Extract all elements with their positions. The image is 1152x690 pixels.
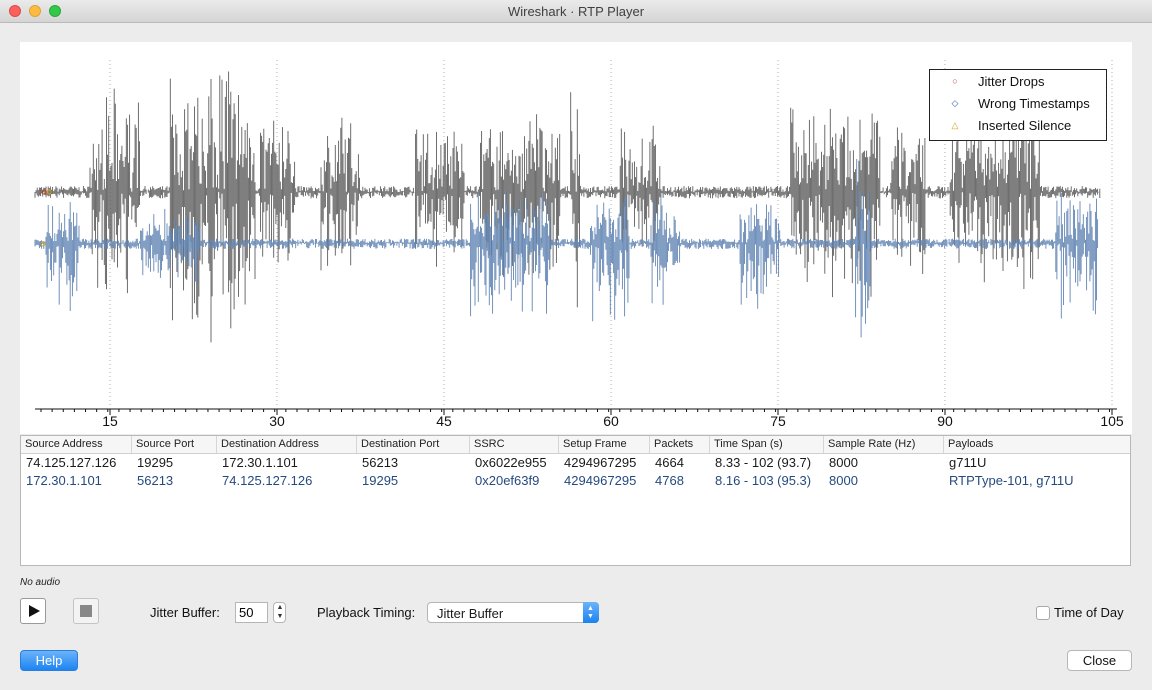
x-tick-label: 105 (1100, 413, 1124, 429)
minimize-window-icon[interactable] (29, 5, 41, 17)
column-header-ssrc[interactable]: SSRC (470, 436, 559, 453)
cell-payloads: g711U (949, 455, 987, 470)
jitter-buffer-stepper[interactable]: ▲ ▼ (273, 602, 286, 623)
close-window-icon[interactable] (9, 5, 21, 17)
jitter-drops-marker-icon: ○ (952, 76, 958, 86)
column-header-payloads[interactable]: Payloads (948, 438, 994, 450)
column-header-setup-frame[interactable]: Setup Frame (559, 436, 650, 453)
close-button[interactable]: Close (1067, 650, 1132, 671)
column-header-destination-address[interactable]: Destination Address (217, 436, 357, 453)
cell-sample-rate: 8000 (829, 455, 858, 470)
column-header-time-span[interactable]: Time Span (s) (710, 436, 824, 453)
cell-time-span: 8.16 - 103 (95.3) (715, 473, 812, 488)
title-bar: Wireshark · RTP Player (0, 0, 1152, 23)
window-title: Wireshark · RTP Player (507, 4, 645, 19)
x-tick-label: 60 (603, 413, 619, 429)
legend-item-inserted-silence: △ Inserted Silence (930, 116, 1106, 136)
cell-source-address: 74.125.127.126 (26, 455, 117, 470)
cell-time-span: 8.33 - 102 (93.7) (715, 455, 812, 470)
table-header: Source Address Source Port Destination A… (21, 436, 1130, 454)
table-row[interactable]: 74.125.127.126 19295 172.30.1.101 56213 … (21, 454, 1130, 472)
x-tick-label: 90 (937, 413, 953, 429)
playback-timing-select[interactable]: Jitter Buffer ▲ ▼ (427, 602, 599, 623)
column-header-sample-rate[interactable]: Sample Rate (Hz) (824, 436, 944, 453)
column-header-source-address[interactable]: Source Address (21, 436, 132, 453)
help-button[interactable]: Help (20, 650, 78, 671)
wrong-timestamps-marker-icon: ◇ (951, 98, 959, 108)
playback-timing-value: Jitter Buffer (437, 606, 504, 621)
jitter-buffer-input[interactable] (235, 602, 268, 623)
waveform-canvas (34, 60, 1117, 415)
cell-setup-frame: 4294967295 (564, 455, 637, 470)
column-header-destination-port[interactable]: Destination Port (357, 436, 470, 453)
x-tick-label: 30 (269, 413, 285, 429)
cell-ssrc: 0x20ef63f9 (475, 473, 540, 488)
cell-source-port: 56213 (137, 473, 174, 488)
x-tick-label: 45 (436, 413, 452, 429)
stop-icon (80, 605, 92, 617)
column-header-source-port[interactable]: Source Port (132, 436, 217, 453)
time-of-day-label[interactable]: Time of Day (1054, 605, 1124, 620)
play-button[interactable] (20, 598, 46, 624)
cell-destination-port: 56213 (362, 455, 399, 470)
stop-button[interactable] (73, 598, 99, 624)
legend-item-wrong-timestamps: ◇ Wrong Timestamps (930, 94, 1106, 114)
x-tick-label: 75 (770, 413, 786, 429)
cell-destination-address: 172.30.1.101 (222, 455, 298, 470)
cell-ssrc: 0x6022e955 (475, 455, 547, 470)
zoom-window-icon[interactable] (49, 5, 61, 17)
legend-item-jitter-drops: ○ Jitter Drops (930, 72, 1106, 92)
jitter-buffer-label: Jitter Buffer: (150, 605, 220, 620)
x-tick-label: 15 (102, 413, 118, 429)
plot-legend: ○ Jitter Drops ◇ Wrong Timestamps △ Inse… (929, 69, 1107, 141)
cell-packets: 4664 (655, 455, 684, 470)
legend-label: Wrong Timestamps (978, 96, 1090, 111)
cell-payloads: RTPType-101, g711U (949, 473, 1074, 488)
audio-status-text: No audio (20, 577, 61, 588)
legend-label: Jitter Drops (978, 74, 1045, 89)
cell-source-address: 172.30.1.101 (26, 473, 102, 488)
select-arrows-icon: ▲ ▼ (583, 602, 599, 623)
cell-destination-port: 19295 (362, 473, 399, 488)
cell-packets: 4768 (655, 473, 684, 488)
playback-timing-label: Playback Timing: (317, 605, 416, 620)
cell-destination-address: 74.125.127.126 (222, 473, 313, 488)
cell-sample-rate: 8000 (829, 473, 858, 488)
play-icon (29, 605, 40, 617)
column-header-packets[interactable]: Packets (650, 436, 710, 453)
table-row[interactable]: 172.30.1.101 56213 74.125.127.126 19295 … (21, 472, 1130, 490)
cell-setup-frame: 4294967295 (564, 473, 637, 488)
waveform-plot[interactable]: ○ Jitter Drops ◇ Wrong Timestamps △ Inse… (20, 42, 1132, 434)
legend-label: Inserted Silence (978, 118, 1072, 133)
stepper-down-icon[interactable]: ▼ (276, 613, 284, 620)
stepper-up-icon[interactable]: ▲ (276, 604, 284, 611)
rtp-streams-table[interactable]: Source Address Source Port Destination A… (20, 435, 1131, 566)
inserted-silence-marker-icon: △ (951, 120, 959, 130)
time-of-day-checkbox[interactable] (1036, 606, 1050, 620)
cell-source-port: 19295 (137, 455, 174, 470)
